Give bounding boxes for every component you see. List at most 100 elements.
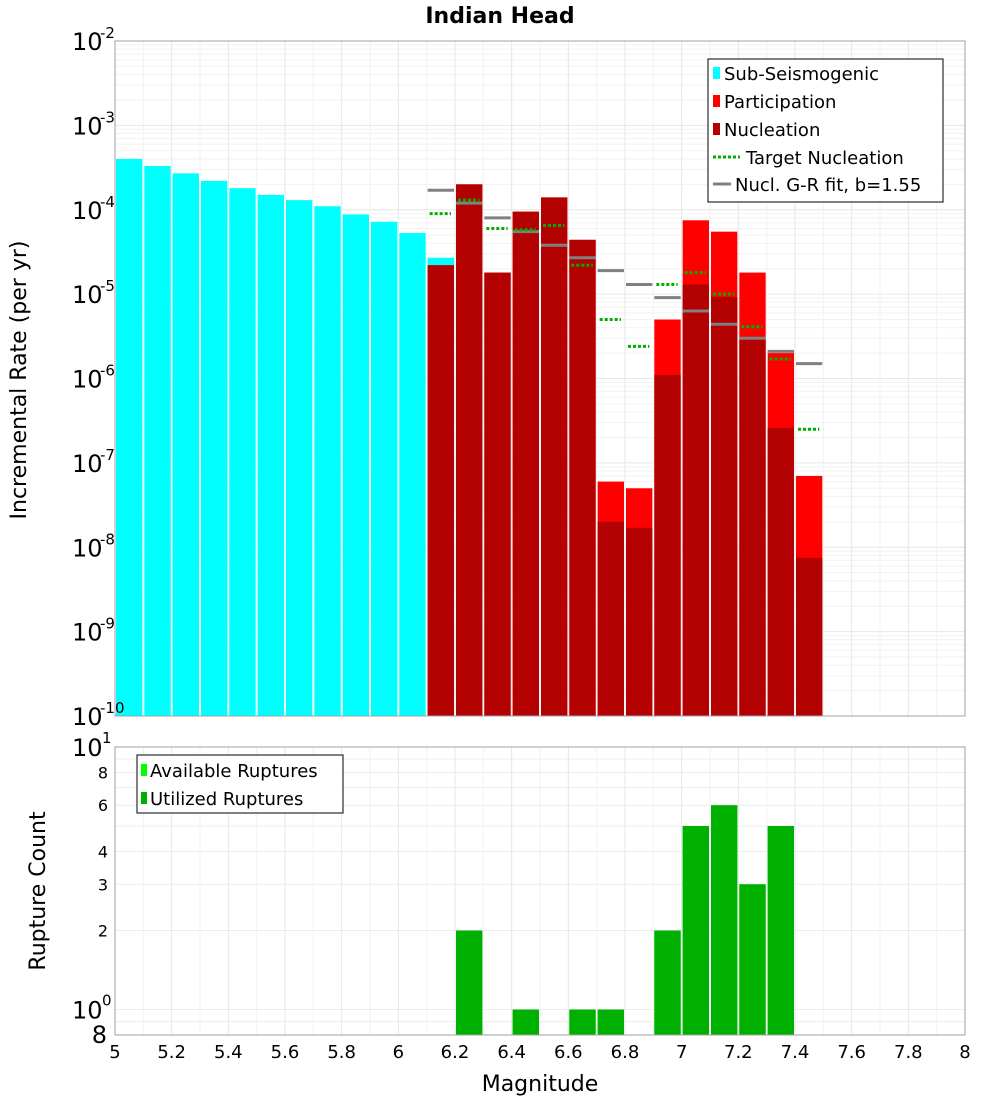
utilized-rupture-bar — [569, 1009, 596, 1035]
nucleation-bar — [427, 265, 454, 716]
top-y-tick-exponent: -5 — [100, 277, 115, 295]
nucleation-bar — [456, 184, 483, 717]
top-y-tick-label: 10 — [72, 619, 103, 647]
nucleation-bar — [796, 557, 823, 716]
legend-swatch-sub-seismogenic — [713, 67, 720, 79]
bottom-y-tick-exponent: 0 — [102, 992, 112, 1010]
legend-label-gr-fit: Nucl. G-R fit, b=1.55 — [735, 175, 921, 196]
bottom-y-tick-label: 10 — [72, 734, 103, 762]
x-tick-label: 8 — [959, 1042, 970, 1063]
x-ticks: 5 5.2 5.4 5.6 5.8 6 6.2 6.4 6.6 6.8 7 7.2 7.4 7.6 7.8 8 — [109, 1042, 970, 1063]
bottom-y-tick-label: 6 — [98, 796, 108, 815]
x-tick-label: 7 — [676, 1042, 687, 1063]
chart-title: Indian Head — [425, 4, 574, 29]
bottom-y-tick-label: 4 — [98, 842, 108, 861]
bottom-grid — [114, 747, 966, 1036]
legend-swatch-participation — [713, 95, 720, 107]
top-y-tick-label: 10 — [72, 450, 103, 478]
nucleation-bar — [569, 239, 596, 716]
utilized-rupture-bar — [654, 930, 681, 1035]
x-tick-label: 6.2 — [441, 1042, 470, 1063]
legend-label-nucleation: Nucleation — [724, 120, 820, 141]
legend-label-sub-seismogenic: Sub-Seismogenic — [724, 64, 879, 85]
top-lines — [427, 188, 823, 431]
x-tick-label: 7.6 — [837, 1042, 866, 1063]
top-legend-box — [707, 58, 944, 203]
utilized-rupture-bar — [682, 826, 709, 1035]
x-tick-label: 7.2 — [724, 1042, 753, 1063]
x-tick-label: 5.6 — [271, 1042, 300, 1063]
top-y-tick-label: 10 — [72, 281, 103, 309]
nucleation-bar — [541, 197, 568, 717]
nucleation-bar — [767, 427, 794, 716]
sub-seismogenic-bar — [144, 166, 171, 717]
bottom-y-tick-label: 8 — [92, 1021, 107, 1049]
x-tick-label: 5.4 — [214, 1042, 243, 1063]
top-y-tick-label: 10 — [72, 366, 103, 394]
top-y-tick-label: 10 — [72, 28, 103, 56]
x-tick-label: 6.8 — [611, 1042, 640, 1063]
nucleation-bar — [682, 284, 709, 716]
x-tick-label: 5.8 — [327, 1042, 356, 1063]
nucleation-bar — [654, 375, 681, 716]
utilized-rupture-bar — [597, 1009, 624, 1035]
sub-seismogenic-bar — [201, 180, 228, 716]
x-tick-label: 6 — [393, 1042, 404, 1063]
x-tick-label: 5.2 — [157, 1042, 186, 1063]
top-y-tick-exponent: -6 — [100, 362, 115, 380]
sub-seismogenic-bar — [399, 233, 426, 716]
legend-swatch-utilized — [141, 792, 147, 804]
utilized-rupture-bar — [767, 826, 794, 1035]
nucleation-bar — [739, 339, 766, 716]
top-y-tick-label: 10 — [72, 197, 103, 225]
sub-seismogenic-bar — [314, 206, 341, 716]
top-y-axis-label: Incremental Rate (per yr) — [7, 241, 32, 520]
top-y-tick-exponent: -3 — [100, 108, 115, 126]
nucleation-bar — [597, 521, 624, 716]
nucleation-bar — [512, 211, 539, 716]
bottom-legend-box — [136, 754, 344, 814]
sub-seismogenic-bar — [229, 188, 256, 717]
bottom-y-tick-label: 3 — [98, 875, 108, 894]
top-plot: 10-210-310-410-510-610-710-810-910-10 In… — [7, 4, 966, 731]
legend-label-target-nucleation: Target Nucleation — [745, 148, 904, 169]
legend-swatch-available — [141, 764, 147, 776]
bottom-y-tick-label: 2 — [98, 922, 108, 941]
x-tick-label: 5 — [109, 1042, 120, 1063]
sub-seismogenic-bar — [257, 194, 284, 716]
x-tick-label: 7.4 — [781, 1042, 810, 1063]
top-y-tick-label: 10 — [72, 703, 103, 731]
x-tick-label: 7.8 — [894, 1042, 923, 1063]
bottom-plot-border — [114, 746, 966, 1036]
legend-label-available: Available Ruptures — [150, 761, 318, 782]
sub-seismogenic-bar — [286, 200, 313, 716]
bottom-y-axis-label: Rupture Count — [26, 811, 51, 971]
top-y-tick-exponent: -7 — [100, 446, 115, 464]
legend-label-participation: Participation — [724, 92, 836, 113]
top-y-tick-exponent: -10 — [100, 699, 125, 717]
top-y-tick-label: 10 — [72, 112, 103, 140]
bottom-bars — [456, 805, 794, 1035]
legend-label-utilized: Utilized Ruptures — [150, 789, 303, 810]
top-bars — [116, 158, 823, 717]
nucleation-bar — [484, 272, 511, 716]
bottom-y-tick-label: 10 — [72, 997, 103, 1025]
top-y-tick-exponent: -9 — [100, 615, 115, 633]
top-plot-border — [114, 40, 966, 717]
nucleation-bar — [711, 297, 738, 716]
legend-swatch-nucleation — [713, 123, 720, 135]
top-y-tick-exponent: -2 — [100, 24, 115, 42]
bottom-legend: Available Ruptures Utilized Ruptures — [136, 754, 344, 814]
x-tick-label: 6.4 — [497, 1042, 526, 1063]
sub-seismogenic-bar — [371, 221, 398, 716]
bottom-y-tick-exponent: 1 — [102, 729, 112, 747]
x-tick-label: 6.6 — [554, 1042, 583, 1063]
top-y-tick-exponent: -4 — [100, 193, 115, 211]
utilized-rupture-bar — [456, 930, 483, 1035]
x-axis-label: Magnitude — [482, 1072, 599, 1097]
sub-seismogenic-bar — [342, 214, 369, 717]
top-y-ticks: 10-210-310-410-510-610-710-810-910-10 — [72, 24, 125, 731]
